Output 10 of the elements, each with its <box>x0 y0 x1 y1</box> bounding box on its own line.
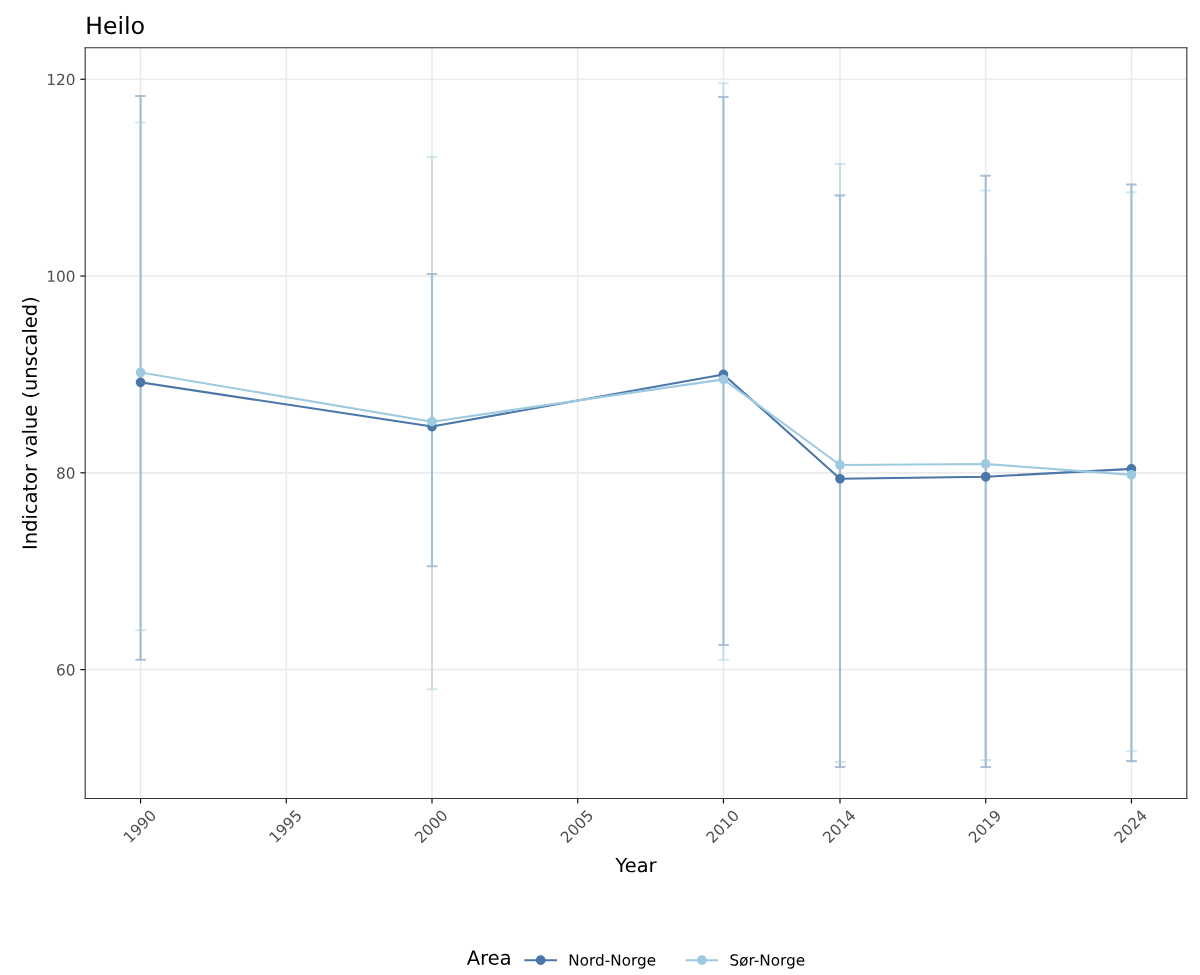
y-axis-title: Indicator value (unscaled) <box>21 297 40 549</box>
legend-title: Area <box>466 950 510 965</box>
y-tick-label: 100 <box>47 270 75 283</box>
y-tick-label: 120 <box>47 73 75 86</box>
y-tick-label: 60 <box>57 664 75 676</box>
legend-label: Sør-Norge <box>730 954 805 969</box>
x-axis-title: Year <box>615 857 657 873</box>
chart-title: Heilo <box>87 15 144 35</box>
legend-label: Nord-Norge <box>569 953 656 969</box>
y-tick-label: 80 <box>57 467 75 479</box>
